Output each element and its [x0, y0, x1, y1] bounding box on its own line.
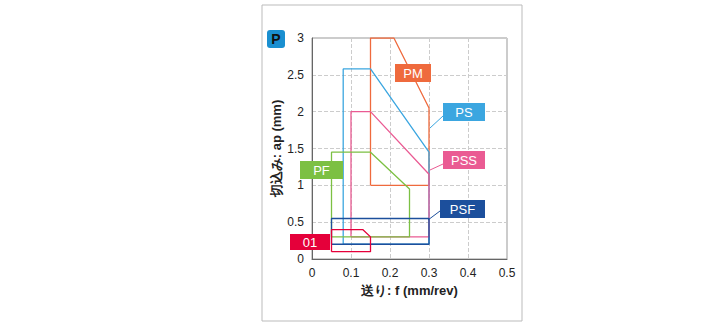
svg-text:PS: PS [455, 105, 473, 120]
svg-text:切込み: ap (mm): 切込み: ap (mm) [269, 100, 284, 199]
svg-text:0.5: 0.5 [499, 266, 516, 280]
svg-text:0.1: 0.1 [343, 266, 360, 280]
svg-text:送り: f (mm/rev): 送り: f (mm/rev) [360, 283, 458, 298]
svg-text:0.4: 0.4 [460, 266, 477, 280]
svg-text:0.2: 0.2 [382, 266, 399, 280]
svg-text:3: 3 [297, 31, 304, 45]
svg-text:0.5: 0.5 [287, 215, 304, 229]
svg-text:1: 1 [297, 178, 304, 192]
svg-text:0.3: 0.3 [421, 266, 438, 280]
svg-text:PSS: PSS [451, 153, 477, 168]
svg-text:2: 2 [297, 105, 304, 119]
svg-text:2.5: 2.5 [287, 68, 304, 82]
svg-text:PSF: PSF [450, 202, 475, 217]
svg-text:PF: PF [313, 163, 330, 178]
svg-text:0: 0 [309, 266, 316, 280]
svg-text:1.5: 1.5 [287, 142, 304, 156]
svg-text:PM: PM [403, 66, 423, 81]
svg-text:01: 01 [303, 235, 317, 250]
svg-text:0: 0 [297, 252, 304, 266]
svg-text:P: P [271, 31, 280, 47]
